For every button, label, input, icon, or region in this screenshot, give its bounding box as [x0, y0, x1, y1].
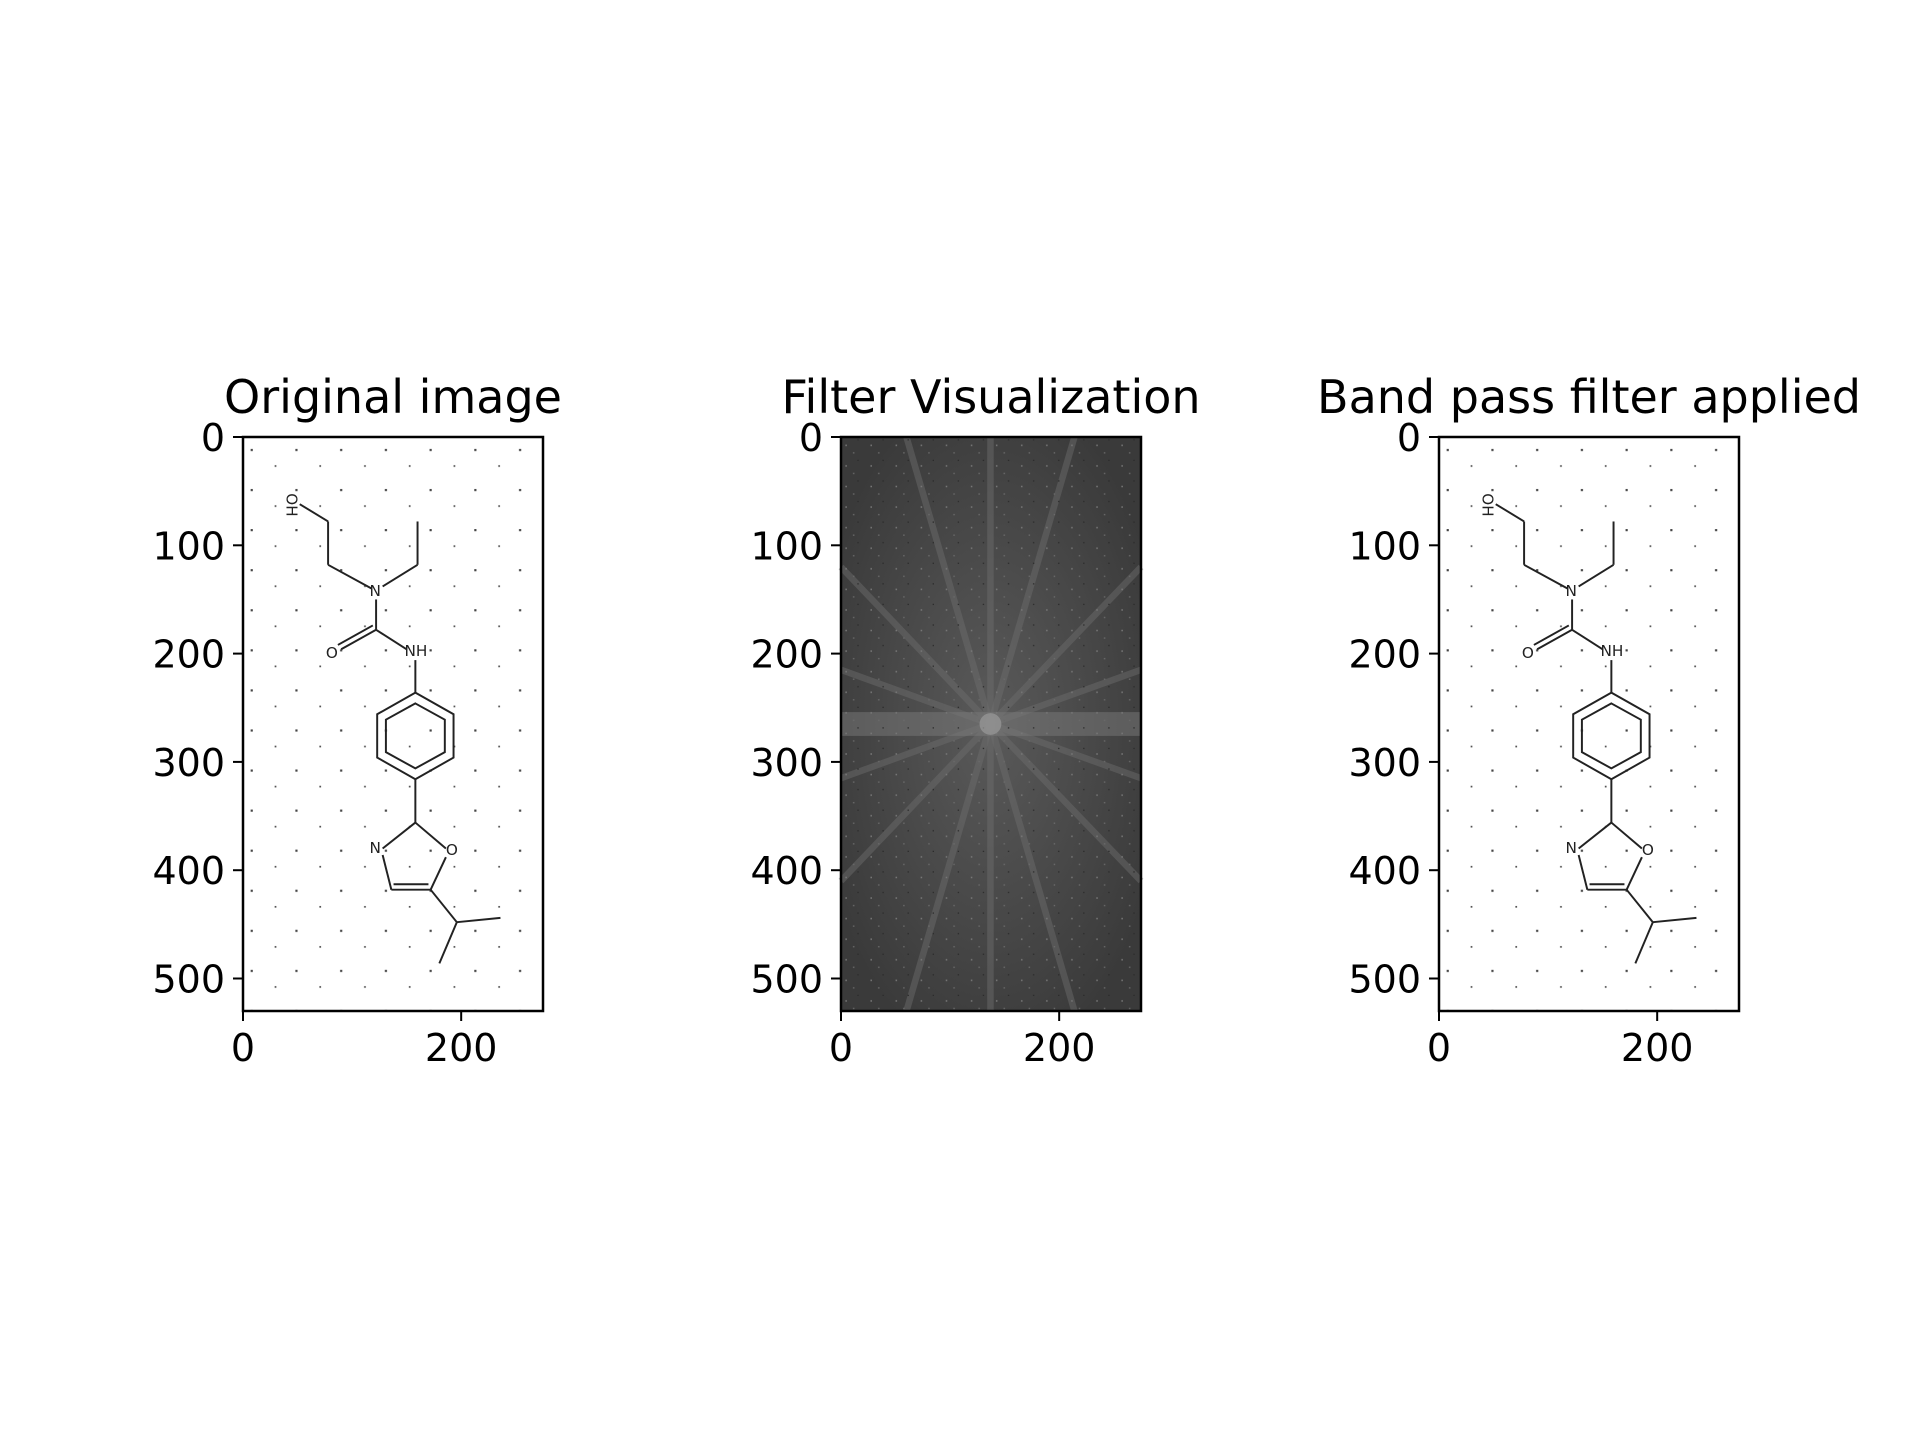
y-tick-label: 0	[201, 416, 225, 460]
x-tick-label: 200	[1023, 1026, 1096, 1070]
panel-title: Filter Visualization	[781, 370, 1200, 424]
y-tick-label: 200	[750, 633, 823, 677]
panel-title: Band pass filter applied	[1317, 370, 1861, 424]
y-tick-label: 400	[152, 849, 225, 893]
x-tick-label: 0	[231, 1026, 255, 1070]
y-tick-label: 300	[1348, 741, 1421, 785]
y-tick-label: 500	[152, 958, 225, 1002]
y-tick-label: 0	[1397, 416, 1421, 460]
x-tick-label: 200	[425, 1026, 498, 1070]
y-tick-label: 300	[152, 741, 225, 785]
y-tick-label: 400	[1348, 849, 1421, 893]
axes-frame	[839, 435, 1143, 1013]
y-tick-label: 0	[799, 416, 823, 460]
x-tick-label: 200	[1621, 1026, 1694, 1070]
y-tick-label: 100	[152, 524, 225, 568]
y-tick-label: 200	[1348, 633, 1421, 677]
y-tick-label: 300	[750, 741, 823, 785]
molecule-image	[243, 437, 543, 1011]
y-tick-label: 200	[152, 633, 225, 677]
x-tick-label: 0	[829, 1026, 853, 1070]
x-tick-label: 0	[1427, 1026, 1451, 1070]
y-tick-label: 500	[750, 958, 823, 1002]
y-tick-label: 100	[1348, 524, 1421, 568]
spectrum-image	[841, 437, 1141, 1011]
molecule-image	[1439, 437, 1739, 1011]
y-tick-label: 400	[750, 849, 823, 893]
y-tick-label: 500	[1348, 958, 1421, 1002]
axes-frame	[241, 435, 545, 1013]
panel-title: Original image	[224, 370, 562, 424]
y-tick-label: 100	[750, 524, 823, 568]
axes-frame	[1437, 435, 1741, 1013]
